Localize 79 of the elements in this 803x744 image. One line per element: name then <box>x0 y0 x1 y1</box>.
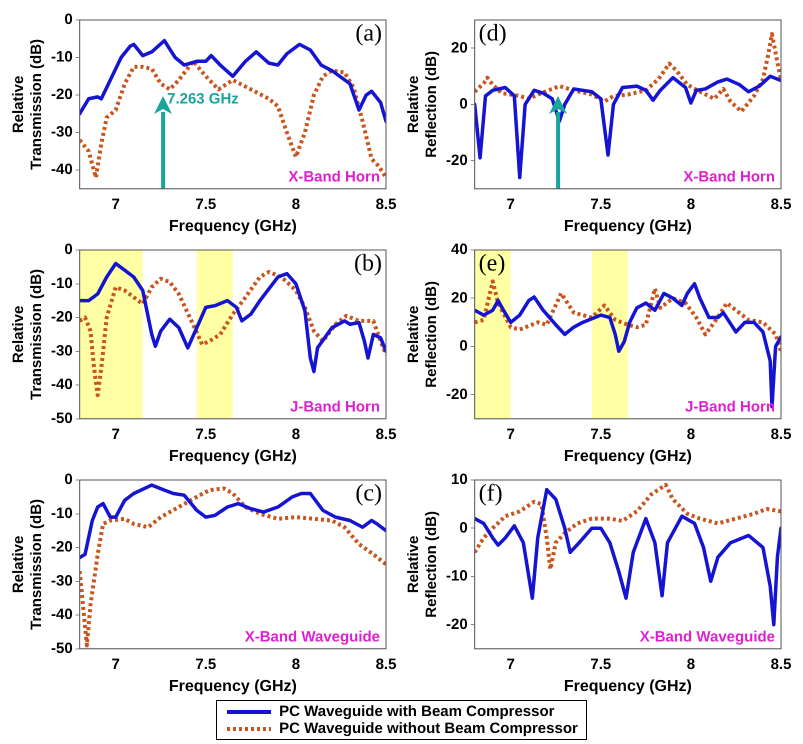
x-axis-title: Frequency (GHz) <box>564 218 692 235</box>
x-tick-label: 8 <box>686 656 696 673</box>
y-tick-label: -10 <box>446 568 468 585</box>
y-tick-label: -20 <box>50 538 73 556</box>
annotation: (d) <box>478 20 507 46</box>
x-tick-label: 7.5 <box>590 656 612 673</box>
y-tick-label: 0 <box>459 338 468 355</box>
y-axis-title: Relative Transmission (dB) <box>10 268 46 400</box>
y-tick-label: -30 <box>50 342 73 360</box>
annotation: (b) <box>354 250 382 276</box>
y-tick-label: 0 <box>64 11 73 28</box>
x-tick-label: 7 <box>506 656 515 673</box>
y-axis-title: Relative Transmission (dB) <box>10 38 46 170</box>
x-tick-label: 8.5 <box>376 196 396 213</box>
y-tick-label: 20 <box>450 39 468 56</box>
annotation: J-Band Horn <box>685 398 775 416</box>
x-axis-title: Frequency (GHz) <box>564 448 692 465</box>
x-tick-label: 7.5 <box>195 196 216 213</box>
y-tick-label: 10 <box>450 471 468 488</box>
y-tick-label: 0 <box>459 96 468 113</box>
y-tick-label: -20 <box>50 86 73 104</box>
y-tick-label: -30 <box>50 572 73 590</box>
x-tick-label: 8 <box>292 196 300 213</box>
annotation: (e) <box>478 250 506 276</box>
x-tick-label: 7 <box>112 196 120 213</box>
x-tick-label: 7.5 <box>590 426 612 443</box>
annotation: (f) <box>478 480 503 506</box>
x-tick-label: 8 <box>292 426 300 443</box>
x-tick-label: 8.5 <box>376 426 396 443</box>
y-tick-label: -40 <box>50 161 73 178</box>
y-tick-label: -20 <box>446 386 468 403</box>
x-tick-label: 7 <box>506 426 515 443</box>
x-axis-title: Frequency (GHz) <box>168 218 297 235</box>
x-tick-label: 7 <box>506 196 515 213</box>
x-tick-label: 7 <box>112 426 120 443</box>
y-axis-title: Relative Reflection (dB) <box>405 281 440 388</box>
x-tick-label: 7.5 <box>590 196 612 213</box>
x-axis-title: Frequency (GHz) <box>564 678 692 695</box>
x-tick-label: 8.5 <box>770 426 792 443</box>
y-tick-label: 0 <box>64 241 73 258</box>
legend-label: PC Waveguide with Beam Compressor <box>279 703 554 720</box>
y-tick-label: -10 <box>50 48 73 66</box>
annotation: (c) <box>355 480 382 506</box>
y-axis-title: Relative Reflection (dB) <box>405 51 440 158</box>
y-tick-label: -20 <box>446 152 468 169</box>
annotation: X-Band Waveguide <box>640 628 775 646</box>
x-tick-label: 8 <box>292 656 300 673</box>
x-axis-title: Frequency (GHz) <box>168 448 297 465</box>
y-axis-title: Relative Reflection (dB) <box>405 511 440 618</box>
y-tick-label: -40 <box>50 606 73 624</box>
x-tick-label: 7 <box>112 656 120 673</box>
y-tick-label: -20 <box>50 308 73 326</box>
annotation: J-Band Horn <box>290 398 380 416</box>
y-tick-label: 40 <box>450 241 468 258</box>
y-tick-label: -30 <box>50 124 73 141</box>
y-axis-title: Relative Transmission (dB) <box>10 498 46 630</box>
y-tick-label: -50 <box>50 410 73 427</box>
y-tick-label: -50 <box>50 640 73 657</box>
annotation: (a) <box>355 20 382 46</box>
x-tick-label: 8 <box>686 196 696 213</box>
legend-label: 7.263 GHz <box>167 90 239 108</box>
x-tick-label: 8.5 <box>376 656 396 673</box>
x-tick-label: 7.5 <box>195 656 216 673</box>
annotation: X-Band Horn <box>288 168 380 186</box>
annotation: X-Band Horn <box>683 168 775 186</box>
y-tick-label: -10 <box>50 274 73 292</box>
y-tick-label: 0 <box>459 519 468 536</box>
x-axis-title: Frequency (GHz) <box>168 678 297 695</box>
x-tick-label: 7.5 <box>195 426 216 443</box>
y-tick-label: -10 <box>50 504 73 522</box>
x-tick-label: 8.5 <box>770 656 792 673</box>
y-tick-label: -40 <box>50 376 73 394</box>
legend-label: PC Waveguide without Beam Compressor <box>279 720 578 737</box>
x-tick-label: 8 <box>686 426 696 443</box>
y-tick-label: 20 <box>450 289 468 306</box>
x-tick-label: 8.5 <box>770 196 792 213</box>
y-tick-label: -20 <box>446 616 468 633</box>
annotation: X-Band Waveguide <box>244 628 380 646</box>
y-tick-label: 0 <box>64 471 73 488</box>
